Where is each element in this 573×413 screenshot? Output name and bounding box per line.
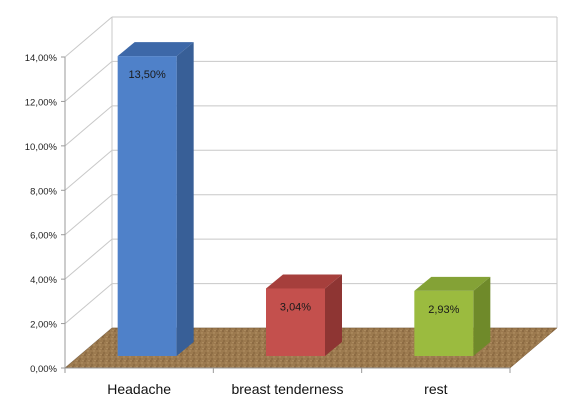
y-tick-label: 4,00%: [30, 275, 57, 286]
bar-side: [473, 276, 491, 356]
bar-2: [266, 274, 342, 356]
bar-1: [117, 42, 194, 356]
data-label: 3,04%: [280, 301, 311, 313]
bar-top: [117, 42, 194, 57]
bar-front: [117, 56, 177, 356]
data-label: 13,50%: [129, 69, 167, 81]
bar-front: [414, 290, 474, 356]
y-tick-label: 2,00%: [30, 320, 57, 331]
gridline-wall: [64, 105, 113, 147]
bar-side: [176, 42, 194, 356]
y-tick-label: 6,00%: [30, 231, 57, 242]
y-tick-label: 8,00%: [30, 186, 57, 197]
x-category-label: Headache: [107, 381, 171, 397]
y-tick-label: 12,00%: [25, 97, 58, 108]
y-tick-label: 14,00%: [25, 53, 58, 64]
gridline-wall: [64, 61, 113, 102]
x-category-label: rest: [424, 381, 447, 397]
bar-3: [414, 276, 491, 356]
chart-axes: 0,00% 2,00% 4,00% 6,00% 8,00% 10,00% 12,00% 14,…: [25, 53, 511, 375]
chart-bars: [117, 42, 491, 356]
data-label: 2,93%: [428, 304, 459, 316]
gridline-wall: [64, 16, 113, 58]
y-tick-label: 0,00%: [30, 364, 57, 375]
gridline-wall: [64, 238, 113, 280]
y-tick-label: 10,00%: [25, 142, 58, 153]
chart-labels: 13,50% Headache 3,04% breast tenderness 2,93…: [107, 69, 459, 397]
gridline-wall: [64, 194, 113, 236]
bar-top: [414, 276, 491, 291]
gridline-wall: [64, 149, 113, 191]
bar-top: [266, 274, 342, 289]
x-category-label: breast tenderness: [231, 381, 343, 397]
gridline-wall: [64, 283, 113, 324]
bar-front: [266, 288, 325, 356]
bar-side: [325, 274, 342, 356]
